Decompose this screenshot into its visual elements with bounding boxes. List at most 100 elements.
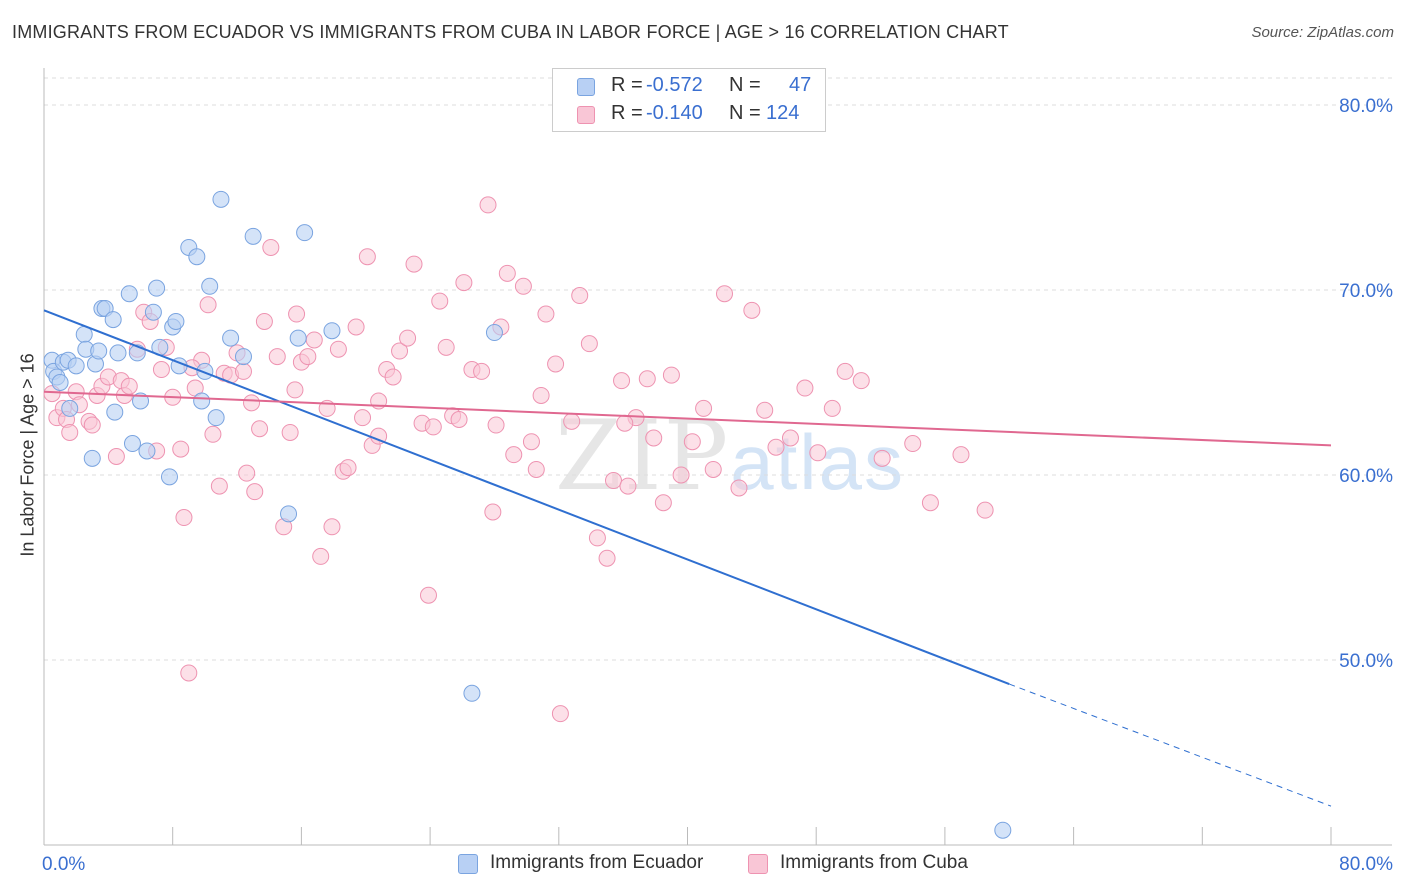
cuba-point [358,248,376,266]
ecuador-point [188,248,206,266]
cuba-point [645,429,663,447]
cuba-point [952,446,970,464]
cuba-point [120,377,138,395]
cuba-point [613,372,631,390]
cuba-point [479,196,497,214]
cuba-point [527,460,545,478]
cuba-point [243,394,261,412]
cuba-point [487,416,505,434]
cuba-point [616,414,634,432]
cuba-point [419,586,437,604]
y-axis-label: In Labor Force | Age > 16 [17,353,38,557]
cuba-point [580,335,598,353]
cuba-point [152,361,170,379]
ecuador-point [148,279,166,297]
cuba-point [823,399,841,417]
ecuador-point [123,435,141,453]
cuba-point [809,444,827,462]
cuba-point [563,412,581,430]
cuba-point [180,664,198,682]
cuba-point [756,401,774,419]
cuba-point [450,411,468,428]
ecuador-point [234,348,252,366]
ecuador-point [132,392,150,410]
y-tick-label: 80.0% [1339,96,1393,117]
cuba-point [251,420,269,438]
cuba-point [796,379,814,397]
cuba-point [399,329,417,347]
ecuador-point [160,468,178,486]
cuba-point [234,362,252,380]
ecuador-legend-icon [458,854,478,874]
cuba-point [598,549,616,567]
legend-row-ecuador: R = -0.572 N = 47 [553,73,825,101]
cuba-point [514,277,532,295]
y-tick-label: 70.0% [1339,281,1393,302]
cuba-legend-icon [748,854,768,874]
cuba-point [473,362,491,380]
cuba-point [683,433,701,451]
legend-n-label: N = [729,74,761,96]
cuba-point [268,348,286,366]
cuba-point [204,425,222,443]
ecuador-point [485,324,503,342]
cuba-point [704,460,722,478]
ecuador-point [280,505,298,523]
cuba-point [238,464,256,482]
cuba-swatch-icon [577,106,595,124]
cuba-point [672,466,690,484]
legend-r-label: R = [611,102,643,124]
ecuador-point [144,303,162,321]
cuba-point [175,509,193,527]
legend-n-value: 124 [766,102,800,124]
ecuador-point [296,224,314,242]
cuba-point [716,285,734,303]
cuba-point [662,366,680,384]
cuba-point [781,429,799,447]
ecuador-point [212,190,230,208]
cuba-point [437,338,455,356]
ecuador-point [193,392,211,410]
ecuador-trend-extension [1009,683,1332,807]
y-tick-label: 50.0% [1339,651,1393,672]
cuba-point [424,418,442,436]
cuba-point [107,448,125,465]
cuba-legend-label: Immigrants from Cuba [780,852,968,873]
cuba-point [299,348,317,366]
legend-n-label: N = [729,102,761,124]
ecuador-point [104,311,122,329]
cuba-point [455,274,473,292]
cuba-point [384,368,402,386]
cuba-point [638,370,656,388]
cuba-point [262,238,280,256]
cuba-point [255,312,273,330]
ecuador-point [289,329,307,347]
ecuador-point [90,342,108,360]
ecuador-point [207,409,225,427]
cuba-point [571,287,589,305]
ecuador-point [120,285,138,303]
cuba-point [339,459,357,477]
ecuador-swatch-icon [577,78,595,96]
ecuador-point [463,684,481,702]
cuba-point [522,433,540,451]
cuba-point [873,449,891,467]
ecuador-point [83,449,101,467]
cuba-point [730,479,748,497]
x-tick-label: 80.0% [1339,854,1393,875]
cuba-point [619,477,637,495]
legend-r-value: -0.140 [646,102,703,124]
cuba-point [172,440,190,458]
legend-r-value: -0.572 [646,74,703,96]
ecuador-legend-label: Immigrants from Ecuador [490,852,704,873]
source-label: Source: ZipAtlas.com [1251,24,1394,41]
cuba-point [288,305,306,323]
cuba-point [852,372,870,390]
ecuador-point [106,403,124,421]
cuba-point [904,435,922,453]
ecuador-point [138,442,156,460]
cuba-point [532,386,550,404]
legend-row-cuba: R = -0.140 N = 124 [553,101,825,129]
cuba-point [498,264,516,282]
cuba-point [246,483,264,501]
